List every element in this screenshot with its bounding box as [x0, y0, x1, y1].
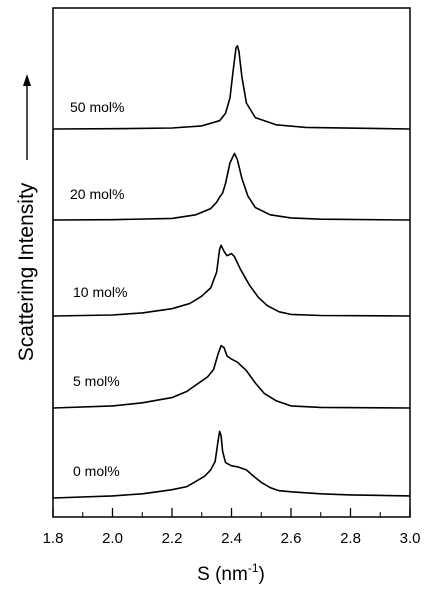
x-axis-title: S (nm-1): [197, 561, 265, 585]
x-tick-label: 2.6: [281, 530, 302, 547]
x-tick-label: 2.8: [340, 530, 361, 547]
series-label: 50 mol%: [70, 99, 124, 115]
x-axis-title-superscript: -1: [248, 561, 259, 575]
series-line-50-mol-: [52, 45, 411, 130]
series-labels: 50 mol% 20 mol% 10 mol% 5 mol% 0 mol%: [70, 99, 127, 479]
series-line-0-mol-: [52, 430, 411, 499]
series-label: 10 mol%: [73, 284, 127, 300]
x-axis-title-close: ): [259, 564, 265, 585]
x-tick-label: 2.0: [102, 530, 123, 547]
y-axis-arrow: [23, 74, 31, 160]
series-line-5-mol-: [52, 344, 411, 409]
y-axis-arrow-head: [23, 74, 31, 86]
y-axis-title-group: Scattering Intensity: [15, 182, 38, 361]
x-axis-ticks: 1.8 2.0 2.2 2.4 2.6 2.8 3.0: [43, 508, 421, 547]
series-label: 5 mol%: [73, 373, 120, 389]
series-line-10-mol-: [52, 244, 411, 317]
series-group: [52, 45, 411, 499]
x-tick-label: 1.8: [43, 530, 64, 547]
x-axis-title-main: S (nm: [197, 564, 248, 585]
series-label: 0 mol%: [73, 463, 120, 479]
series-line-20-mol-: [52, 152, 411, 221]
x-tick-label: 3.0: [400, 530, 421, 547]
y-axis-title: Scattering Intensity: [15, 182, 38, 361]
x-tick-label: 2.2: [162, 530, 183, 547]
series-label: 20 mol%: [70, 186, 124, 202]
x-tick-label: 2.4: [221, 530, 242, 547]
